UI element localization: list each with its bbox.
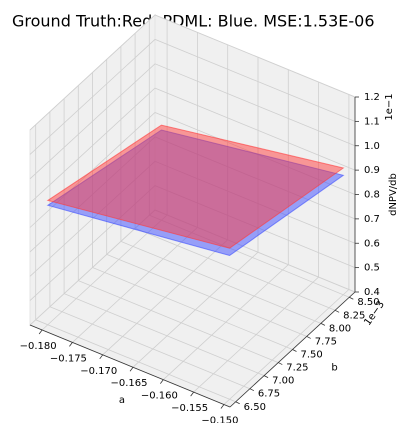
tick-mark	[249, 388, 255, 392]
tick-mark	[306, 336, 311, 339]
y-tick-label: 8.50	[357, 297, 379, 308]
tick-mark	[129, 367, 134, 372]
x-tick-label: −0.160	[141, 391, 178, 402]
z-tick-label: 0.9	[364, 165, 380, 176]
grid-line	[29, 63, 356, 180]
tick-mark	[334, 309, 340, 313]
y-tick-label: 7.75	[315, 336, 337, 347]
tick-mark	[235, 401, 240, 405]
z-tick-label: 0.5	[364, 263, 380, 274]
y-tick-label: 8.25	[343, 310, 365, 321]
z-tick-label: 0.4	[364, 287, 380, 298]
y-tick-label: 6.50	[244, 402, 266, 413]
tick-mark	[292, 349, 297, 352]
y-tick-label: 7.50	[301, 350, 323, 361]
tick-mark	[349, 296, 354, 300]
tick-mark	[320, 323, 326, 326]
tick-mark	[69, 342, 73, 347]
tick-mark	[99, 354, 104, 360]
z-tick-label: 0.7	[364, 214, 380, 225]
z-tick-label: 1.1	[364, 116, 380, 127]
x-tick-label: −0.180	[20, 341, 57, 352]
y-tick-label: 6.75	[258, 389, 280, 400]
tick-mark	[220, 404, 225, 409]
surface	[46, 124, 345, 249]
tick-mark	[278, 362, 283, 365]
y-tick-label: 8.00	[329, 323, 351, 334]
x-tick-label: −0.165	[111, 378, 148, 389]
x-tick-label: −0.150	[201, 416, 238, 423]
x-tick-label: −0.155	[171, 403, 208, 414]
x-tick-label: −0.175	[50, 353, 87, 364]
y-tick-label: 7.25	[286, 363, 308, 374]
grid-line	[29, 87, 356, 204]
x-axis-label: a	[119, 395, 125, 406]
z-tick-label: 1.2	[364, 92, 380, 103]
tick-mark	[263, 375, 269, 378]
z-offset-label: 1e−1	[384, 93, 395, 120]
tick-mark	[38, 329, 43, 335]
tick-mark	[160, 379, 164, 384]
z-tick-label: 1.0	[364, 141, 380, 152]
x-tick-label: −0.170	[80, 366, 117, 377]
y-tick-label: 7.00	[272, 376, 294, 387]
z-tick-label: 0.8	[364, 190, 380, 201]
z-axis-label: dNPV/db	[388, 173, 399, 216]
axis-line	[229, 291, 356, 408]
grid-line	[29, 14, 356, 131]
axis-line	[29, 324, 231, 408]
z-tick-label: 0.6	[364, 238, 380, 249]
chart-title: Ground Truth:Red, PDML: Blue. MSE:1.53E-…	[12, 12, 375, 31]
y-axis-label: b	[331, 363, 337, 374]
tick-mark	[190, 391, 194, 397]
grid-line	[29, 38, 356, 155]
